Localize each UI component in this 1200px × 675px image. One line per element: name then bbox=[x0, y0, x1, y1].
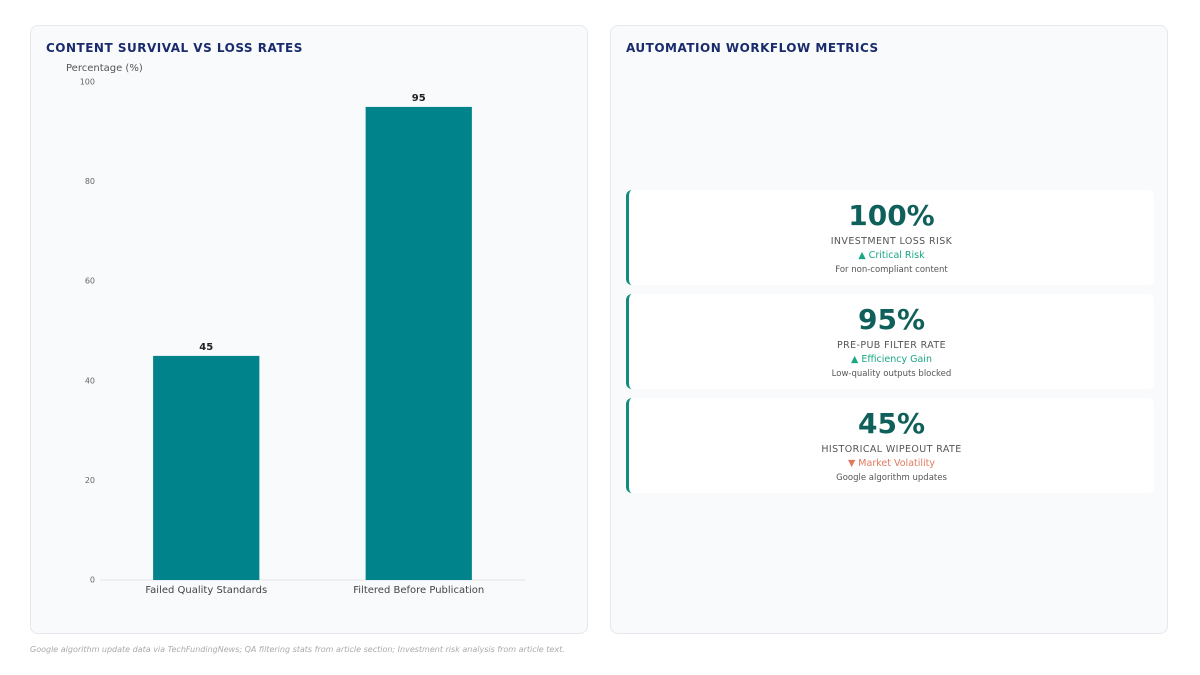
x-tick-label: Filtered Before Publication bbox=[353, 585, 484, 596]
chart-panel: CONTENT SURVIVAL VS LOSS RATES bbox=[30, 25, 588, 634]
y-tick-label: 100 bbox=[80, 78, 95, 87]
metric-label: INVESTMENT LOSS RISK bbox=[830, 236, 953, 247]
metric-note: Google algorithm updates bbox=[836, 473, 947, 483]
x-tick-label: Failed Quality Standards bbox=[145, 585, 267, 596]
metrics-panel: AUTOMATION WORKFLOW METRICS 100% INVESTME… bbox=[610, 25, 1168, 634]
metric-card: 100% INVESTMENT LOSS RISK ▲ Critical Risk F… bbox=[626, 190, 1154, 285]
data-label: 95 bbox=[412, 93, 426, 104]
metric-label: PRE-PUB FILTER RATE bbox=[836, 340, 947, 351]
metric-note: For non-compliant content bbox=[835, 265, 948, 275]
metric-card: 45% HISTORICAL WIPEOUT RATE ▼ Market Volat… bbox=[626, 398, 1154, 493]
metric-trend: ▲ Efficiency Gain bbox=[851, 354, 932, 365]
metric-trend: ▲ Critical Risk bbox=[858, 250, 925, 261]
metric-label: HISTORICAL WIPEOUT RATE bbox=[821, 444, 962, 455]
y-tick-label: 0 bbox=[90, 576, 95, 585]
metrics-title: AUTOMATION WORKFLOW METRICS bbox=[626, 41, 879, 55]
y-tick-label: 40 bbox=[85, 376, 95, 385]
metric-value: 95% bbox=[857, 303, 926, 336]
footer: Google algorithm update data via TechFun… bbox=[30, 645, 565, 654]
metric-note: Low-quality outputs blocked bbox=[831, 369, 952, 379]
metric-card: 95% PRE-PUB FILTER RATE ▲ Efficiency Gain L… bbox=[626, 294, 1154, 389]
chart-title: CONTENT SURVIVAL VS LOSS RATES bbox=[46, 41, 303, 55]
y-tick-label: 80 bbox=[85, 177, 95, 186]
y-axis-label: Percentage (%) bbox=[66, 63, 143, 74]
data-label: 45 bbox=[199, 342, 213, 353]
metric-value: 100% bbox=[848, 199, 935, 232]
bar bbox=[365, 106, 472, 581]
y-tick-label: 60 bbox=[85, 277, 95, 286]
metric-trend: ▼ Market Volatility bbox=[847, 458, 936, 469]
chart: Percentage (%) 0 20 40 60 80 100 Failed Qualit… bbox=[66, 63, 525, 596]
y-tick-label: 20 bbox=[85, 476, 95, 485]
metric-value: 45% bbox=[857, 407, 926, 440]
bar bbox=[153, 355, 260, 580]
